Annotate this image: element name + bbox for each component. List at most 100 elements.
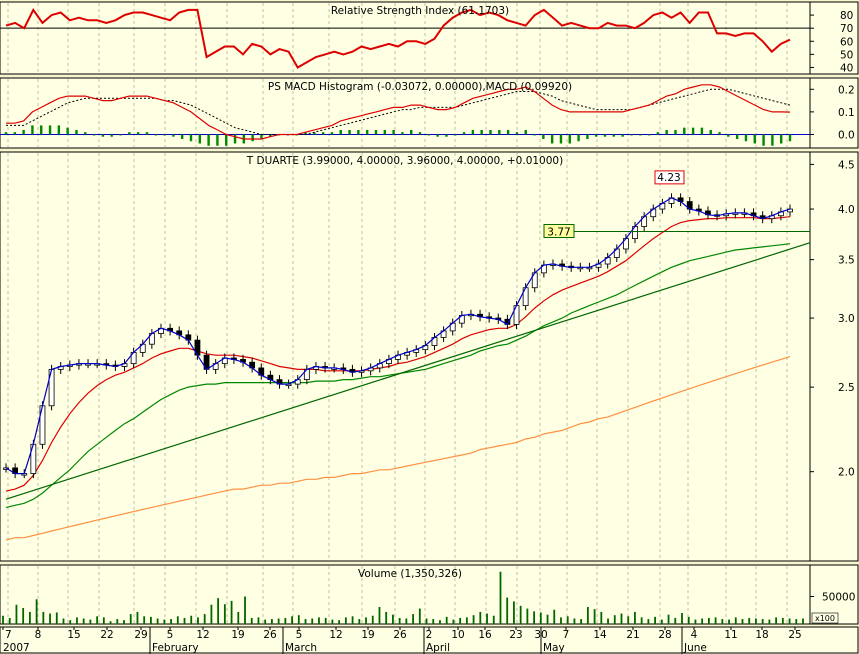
macd-histogram-bar <box>145 132 149 135</box>
date-month-label: March <box>285 642 317 654</box>
macd-histogram-bar <box>621 134 624 137</box>
macd-histogram-bar <box>700 127 704 135</box>
macd-histogram-bar <box>727 134 730 137</box>
volume-bar <box>358 619 361 624</box>
volume-bar <box>304 619 307 624</box>
date-day-label: 16 <box>478 629 492 641</box>
date-day-label: 28 <box>658 629 671 641</box>
volume-bar <box>116 619 119 624</box>
date-day-label: 26 <box>393 629 407 641</box>
macd-histogram-bar <box>92 134 96 136</box>
macd-histogram-bar <box>418 132 422 135</box>
macd-histogram-bar <box>57 125 61 135</box>
macd-histogram-bar <box>445 134 448 137</box>
volume-bar <box>607 618 609 624</box>
price-tick-label: 3.0 <box>838 313 855 325</box>
volume-bar <box>217 598 220 624</box>
macd-histogram-bar <box>313 132 316 135</box>
volume-bar <box>795 619 798 624</box>
macd-histogram-bar <box>515 132 519 135</box>
volume-bar <box>371 615 374 624</box>
date-month-label: February <box>152 642 199 654</box>
volume-bar <box>28 611 31 624</box>
macd-histogram-bar <box>225 134 228 146</box>
volume-bar <box>76 617 78 624</box>
macd-histogram-bar <box>735 134 739 139</box>
volume-bar <box>654 616 657 624</box>
volume-tick-label: 50000 <box>822 592 855 604</box>
macd-histogram-bar <box>365 129 369 135</box>
macd-histogram-bar <box>180 134 184 139</box>
volume-bar <box>519 605 522 624</box>
volume-bar <box>123 620 125 624</box>
volume-bar <box>418 608 421 624</box>
macd-histogram-bar <box>559 134 563 144</box>
macd-histogram-bar <box>639 134 642 136</box>
price-axis-box <box>809 151 859 562</box>
volume-bar <box>149 616 152 624</box>
volume-bar <box>634 611 636 624</box>
macd-histogram-bar <box>233 134 237 144</box>
volume-bar <box>472 615 475 624</box>
date-day-label: 15 <box>67 629 80 641</box>
rsi-line <box>5 7 791 69</box>
date-day-label: 2 <box>426 629 433 641</box>
macd-histogram-bar <box>348 129 351 135</box>
volume-bar <box>183 617 186 624</box>
macd-histogram-bar <box>154 134 157 136</box>
volume-bar <box>143 616 146 624</box>
volume-bar <box>761 619 764 624</box>
volume-bar <box>385 611 388 624</box>
rsi-axis-box <box>809 1 859 75</box>
macd-histogram-bar <box>533 134 536 136</box>
rsi-panel <box>0 1 811 75</box>
macd-histogram-bar <box>207 134 210 146</box>
volume-bar <box>62 618 65 624</box>
macd-panel <box>0 77 811 149</box>
macd-histogram-bar <box>48 125 52 135</box>
macd-histogram-bar <box>339 129 342 135</box>
volume-bar <box>136 611 139 624</box>
date-day-label: 5 <box>167 629 174 641</box>
price-title: T DUARTE (3.99000, 4.00000, 3.96000, 4.0… <box>246 155 563 167</box>
volume-bar <box>459 617 462 624</box>
volume-bar <box>701 618 704 624</box>
macd-line <box>6 84 791 140</box>
volume-bar <box>640 617 643 624</box>
volume-bar <box>257 617 260 624</box>
price-tick-label: 2.0 <box>838 467 855 479</box>
macd-histogram-bar <box>75 129 78 135</box>
date-year-label: 2007 <box>3 642 30 654</box>
price-tick-label: 4.0 <box>838 204 855 216</box>
macd-histogram-bar <box>718 132 721 135</box>
volume-bar <box>506 597 509 624</box>
rsi-tick-label: 60 <box>840 36 853 48</box>
date-day-label: 19 <box>231 629 244 641</box>
macd-histogram-bar <box>674 129 677 135</box>
vol-panel <box>0 564 811 625</box>
price-tick-label: 3.5 <box>838 255 855 267</box>
volume-bar <box>89 619 92 624</box>
macd-histogram-bar <box>110 134 113 137</box>
volume-bar <box>15 604 18 624</box>
macd-histogram-bar <box>586 134 589 139</box>
macd-tick-label: 0.0 <box>838 129 855 141</box>
macd-histogram-bar <box>709 129 712 135</box>
volume-bar <box>687 616 690 624</box>
macd-histogram-bar <box>128 132 131 135</box>
volume-bar <box>674 617 677 624</box>
macd-histogram-bar <box>269 134 272 137</box>
volume-bar <box>250 617 253 624</box>
volume-bar <box>22 608 25 624</box>
date-day-label: 10 <box>451 629 464 641</box>
volume-bar <box>499 571 502 624</box>
volume-bar <box>560 617 562 624</box>
macd-histogram-bar <box>665 129 668 135</box>
volume-bar <box>405 618 408 624</box>
macd-histogram-bar <box>330 132 334 135</box>
volume-bar <box>35 599 38 624</box>
volume-bar <box>573 618 576 624</box>
macd-histogram-bar <box>13 132 17 135</box>
macd-histogram-bar <box>357 129 360 135</box>
